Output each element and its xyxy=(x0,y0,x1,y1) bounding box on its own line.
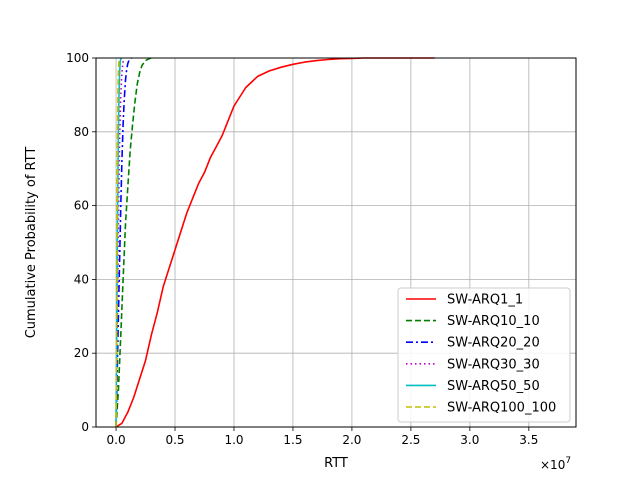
x-tick-label: 3.5 xyxy=(519,433,538,447)
legend-label: SW-ARQ30_30 xyxy=(447,357,540,372)
y-tick-label: 20 xyxy=(74,346,89,360)
legend-box xyxy=(397,287,571,423)
plot-frame xyxy=(95,57,577,428)
y-tick-label: 80 xyxy=(74,125,89,139)
series-line-sw-arq20-20 xyxy=(115,57,132,428)
series-line-sw-arq100-100 xyxy=(115,57,121,428)
x-axis-exponent: 7 xyxy=(565,456,571,466)
y-tick-label: 0 xyxy=(81,420,89,434)
y-axis-label: Cumulative Probability of RTT xyxy=(24,147,39,339)
x-axis-offset-text: ×107 xyxy=(540,456,571,472)
x-tick-label: 2.5 xyxy=(401,433,420,447)
legend: SW-ARQ1_1 SW-ARQ10_10 SW-ARQ20_20 SW-ARQ30_… xyxy=(397,287,571,423)
legend-label: SW-ARQ20_20 xyxy=(447,336,540,351)
x-tick-label: 0.5 xyxy=(165,433,184,447)
x-tick-label: 2.0 xyxy=(342,433,361,447)
y-tick-label: 60 xyxy=(74,199,89,213)
axis-ticks: 0.0 0.5 1.0 1.5 2.0 2.5 3.0 3.5 0 20 40 60 80 100 xyxy=(66,51,538,447)
x-tick-label: 0.0 xyxy=(107,433,126,447)
y-tick-label: 40 xyxy=(74,272,89,286)
series-line-sw-arq10-10 xyxy=(115,57,152,428)
x-tick-label: 1.5 xyxy=(283,433,302,447)
x-tick-label: 3.0 xyxy=(460,433,479,447)
legend-label: SW-ARQ50_50 xyxy=(447,379,540,394)
x-axis-multiplier: ×10 xyxy=(540,458,565,472)
x-axis-label: RTT xyxy=(324,456,348,471)
legend-label: SW-ARQ1_1 xyxy=(447,293,523,308)
x-tick-label: 1.0 xyxy=(224,433,243,447)
legend-entries: SW-ARQ1_1 SW-ARQ10_10 SW-ARQ20_20 SW-ARQ30_… xyxy=(406,293,556,416)
y-tick-label: 100 xyxy=(66,51,89,65)
legend-label: SW-ARQ10_10 xyxy=(447,314,540,329)
legend-label: SW-ARQ100_100 xyxy=(447,401,556,416)
